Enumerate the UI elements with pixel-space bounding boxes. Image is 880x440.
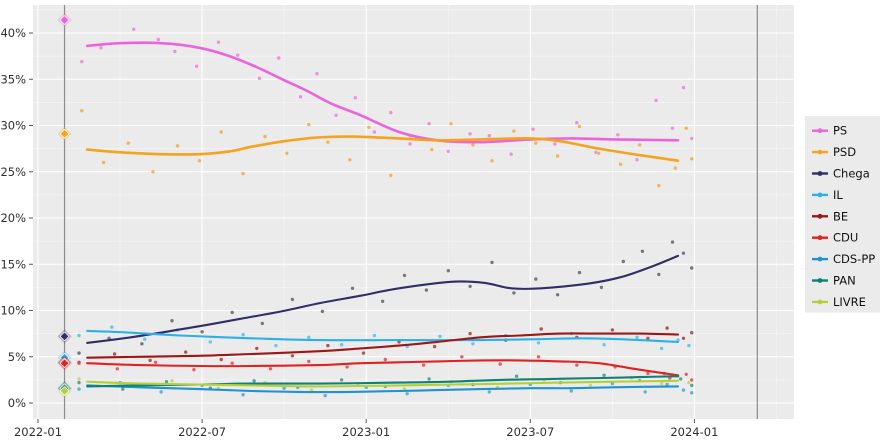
trend-line-cdu xyxy=(86,359,680,377)
legend-key-dot-chega xyxy=(817,171,823,176)
plot-area xyxy=(33,5,794,419)
legend-item-chega: Chega xyxy=(812,167,870,181)
trend-line-chega xyxy=(86,254,680,344)
legend-label-be: BE xyxy=(833,209,848,223)
trend-line-livre xyxy=(86,379,680,388)
x-tick-label: 2022-01 xyxy=(14,425,62,439)
y-tick-label: 35% xyxy=(0,72,26,86)
x-axis: 2022-01 2022-07 2023-01 2023-07 2024-01 xyxy=(14,419,718,439)
trend-line-cds-pp xyxy=(86,384,680,394)
poll-dots-cdu xyxy=(77,355,694,382)
legend-key-dot-livre xyxy=(817,299,823,305)
y-tick-label: 5% xyxy=(8,350,26,364)
poll-dots-chega xyxy=(77,240,694,355)
y-tick-label: 30% xyxy=(0,119,26,133)
legend-item-pan: PAN xyxy=(812,274,856,288)
legend-key-dot-be xyxy=(817,213,823,219)
trend-line-il xyxy=(86,329,680,343)
x-tick-label: 2024-01 xyxy=(670,425,718,439)
legend-item-livre: LIVRE xyxy=(812,295,866,309)
legend: PS PSD Chega IL BE CDU CDS-PP PAN LIVRE xyxy=(805,116,880,313)
gridlines-minor xyxy=(33,5,794,419)
legend-label-il: IL xyxy=(833,188,843,202)
legend-label-chega: Chega xyxy=(833,167,870,181)
x-tick-label: 2023-07 xyxy=(506,425,554,439)
legend-key-dot-ps xyxy=(817,128,823,134)
legend-item-ps: PS xyxy=(812,124,847,138)
y-tick-label: 0% xyxy=(8,396,26,410)
legend-key-dot-cdu xyxy=(817,235,823,241)
election-result-markers-2022-01-30 xyxy=(57,13,72,398)
legend-label-ps: PS xyxy=(833,124,847,138)
election-marker-cdu xyxy=(59,358,70,369)
legend-label-cdu: CDU xyxy=(833,231,858,245)
legend-key-dot-il xyxy=(817,192,823,198)
y-tick-label: 40% xyxy=(0,26,26,40)
y-tick-label: 15% xyxy=(0,257,26,271)
legend-label-psd: PSD xyxy=(833,145,856,159)
legend-item-cds-pp: CDS-PP xyxy=(812,252,875,266)
poll-dots-psd xyxy=(80,109,694,188)
y-tick-label: 25% xyxy=(0,165,26,179)
y-tick-label: 20% xyxy=(0,211,26,225)
legend-label-cds-pp: CDS-PP xyxy=(833,252,875,266)
legend-key-dot-pan xyxy=(817,278,823,283)
legend-label-livre: LIVRE xyxy=(833,295,866,309)
election-marker-ps xyxy=(59,15,70,25)
y-tick-label: 10% xyxy=(0,304,26,318)
x-tick-label: 2022-07 xyxy=(178,425,226,439)
legend-item-il: IL xyxy=(812,188,843,202)
poll-dots-ps xyxy=(80,27,694,162)
x-tick-label: 2023-01 xyxy=(342,425,390,439)
legend-item-psd: PSD xyxy=(812,145,856,159)
trend-line-be xyxy=(86,332,680,359)
election-marker-livre xyxy=(59,386,70,396)
trend-line-psd xyxy=(85,135,680,162)
legend-item-cdu: CDU xyxy=(812,231,858,245)
y-axis: 0% 5% 10% 15% 20% 25% 30% 35% 40% xyxy=(0,26,33,410)
poll-dots-be xyxy=(77,326,694,364)
legend-item-be: BE xyxy=(812,209,848,223)
legend-key-dot-psd xyxy=(817,149,823,155)
legend-label-pan: PAN xyxy=(833,274,856,288)
election-marker-psd xyxy=(59,128,70,139)
legend-key-dot-cds-pp xyxy=(817,256,823,262)
election-marker-chega xyxy=(59,331,70,342)
